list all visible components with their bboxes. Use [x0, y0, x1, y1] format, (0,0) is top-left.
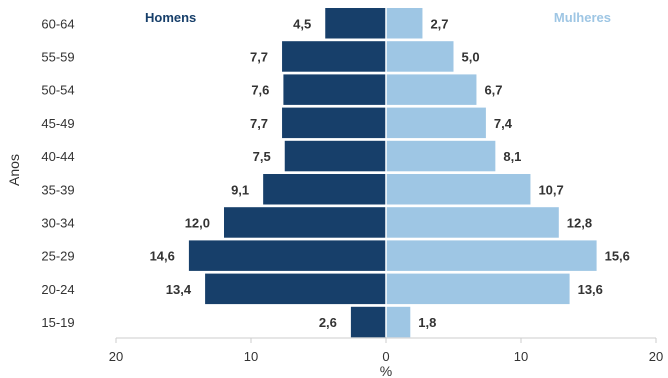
- value-label-men-30-34: 12,0: [185, 215, 210, 230]
- value-label-men-45-49: 7,7: [250, 116, 268, 131]
- y-axis-title: Anos: [6, 154, 22, 186]
- value-label-men-60-64: 4,5: [293, 16, 311, 31]
- age-label-30-34: 30-34: [41, 215, 74, 230]
- legend-men: Homens: [145, 10, 196, 25]
- value-label-women-35-39: 10,7: [538, 182, 563, 197]
- age-label-55-59: 55-59: [41, 49, 74, 64]
- value-label-women-40-44: 8,1: [503, 149, 521, 164]
- age-label-20-24: 20-24: [41, 282, 74, 297]
- x-tick-label: 0: [382, 349, 389, 364]
- bar-women-30-34: [386, 207, 559, 238]
- bar-men-50-54: [283, 74, 386, 105]
- age-label-25-29: 25-29: [41, 249, 74, 264]
- value-label-men-35-39: 9,1: [231, 182, 249, 197]
- bar-women-55-59: [386, 41, 454, 72]
- value-label-men-15-19: 2,6: [319, 315, 337, 330]
- value-label-men-20-24: 13,4: [166, 282, 192, 297]
- age-labels-group: 60-64 55-59 50-54 45-49 40-44 35-39 30-34 25-29…: [41, 16, 74, 330]
- value-label-men-50-54: 7,6: [251, 83, 269, 98]
- value-label-men-25-29: 14,6: [150, 249, 175, 264]
- age-label-60-64: 60-64: [41, 16, 74, 31]
- age-label-45-49: 45-49: [41, 116, 74, 131]
- bar-men-30-34: [224, 207, 386, 238]
- value-label-men-40-44: 7,5: [253, 149, 271, 164]
- bar-women-25-29: [386, 240, 597, 271]
- value-label-men-55-59: 7,7: [250, 49, 268, 64]
- bar-women-50-54: [386, 74, 477, 105]
- bar-women-15-19: [386, 306, 411, 338]
- x-axis-title: %: [380, 363, 392, 378]
- x-tick-label: 10: [514, 349, 528, 364]
- age-label-40-44: 40-44: [41, 149, 74, 164]
- bar-women-45-49: [386, 107, 486, 139]
- bar-women-20-24: [386, 273, 570, 305]
- bar-men-55-59: [282, 41, 386, 72]
- bar-men-15-19: [350, 306, 386, 338]
- x-ticks-group: 20 10 0 10 20: [109, 338, 663, 364]
- value-label-women-60-64: 2,7: [430, 16, 448, 31]
- x-tick-label: 10: [244, 349, 258, 364]
- value-label-women-20-24: 13,6: [578, 282, 603, 297]
- value-label-women-25-29: 15,6: [605, 249, 630, 264]
- x-tick-label: 20: [649, 349, 663, 364]
- value-label-women-45-49: 7,4: [494, 116, 513, 131]
- value-label-women-30-34: 12,8: [567, 215, 592, 230]
- bar-men-40-44: [284, 140, 386, 172]
- bars-group: [188, 8, 597, 338]
- bar-men-60-64: [325, 8, 386, 39]
- bar-women-60-64: [386, 8, 423, 39]
- bar-men-25-29: [188, 240, 386, 271]
- bar-men-45-49: [282, 107, 386, 139]
- bar-men-35-39: [263, 174, 386, 205]
- bar-women-40-44: [386, 140, 496, 172]
- legend-women: Mulheres: [554, 10, 611, 25]
- bar-women-35-39: [386, 174, 531, 205]
- x-tick-label: 20: [109, 349, 123, 364]
- bar-men-20-24: [205, 273, 386, 305]
- age-label-35-39: 35-39: [41, 182, 74, 197]
- value-labels-group: 4,5 2,7 7,7 5,0 7,6 6,7 7,7 7,4 7,5 8,1 9,1 10,7 12,…: [150, 16, 630, 330]
- value-label-women-50-54: 6,7: [484, 83, 502, 98]
- value-label-women-15-19: 1,8: [418, 315, 436, 330]
- age-label-15-19: 15-19: [41, 315, 74, 330]
- age-label-50-54: 50-54: [41, 83, 74, 98]
- value-label-women-55-59: 5,0: [462, 49, 480, 64]
